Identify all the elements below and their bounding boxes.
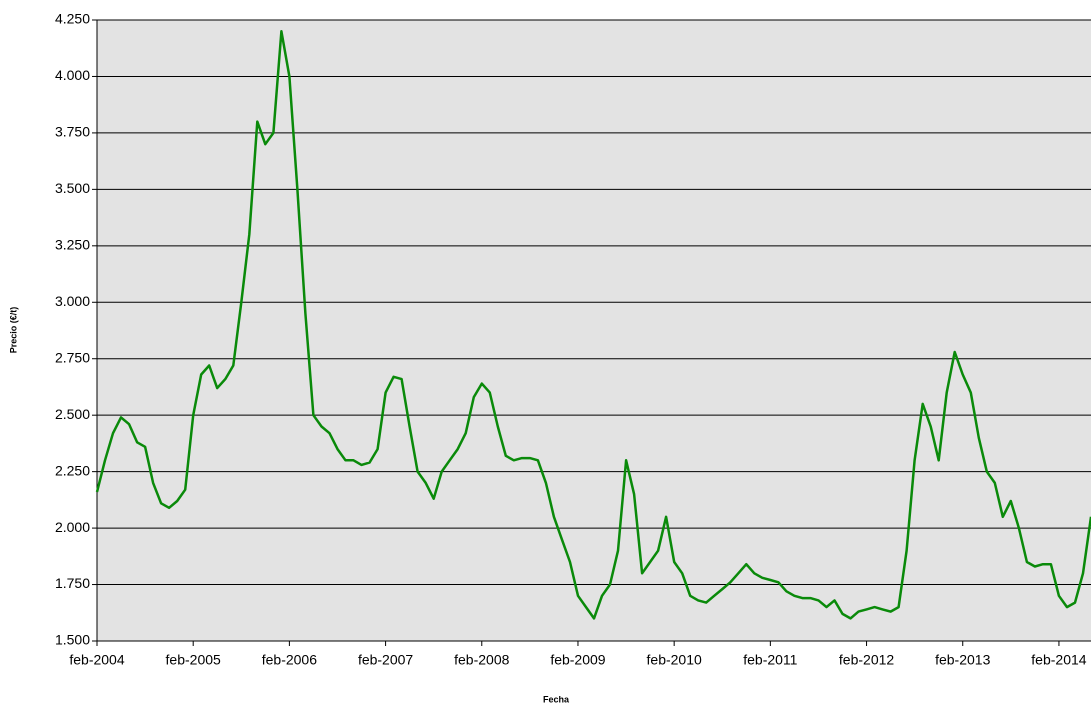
y-tick-label: 3.000 — [55, 293, 90, 309]
x-tick-label: feb-2005 — [166, 652, 221, 668]
x-tick-label: feb-2010 — [647, 652, 702, 668]
y-tick-label: 2.500 — [55, 406, 90, 422]
x-tick-label: feb-2009 — [550, 652, 605, 668]
x-tick-label: feb-2008 — [454, 652, 509, 668]
x-tick-label: feb-2011 — [743, 652, 797, 668]
x-tick-label: feb-2012 — [839, 652, 894, 668]
y-tick-label: 1.500 — [55, 632, 90, 648]
y-tick-label: 2.000 — [55, 519, 90, 535]
x-tick-label: feb-2004 — [69, 652, 124, 668]
x-tick-label: feb-2014 — [1031, 652, 1086, 668]
y-tick-label: 3.250 — [55, 237, 90, 253]
plot-area — [97, 20, 1091, 641]
price-line — [95, 30, 1091, 620]
x-tick-label: feb-2007 — [358, 652, 413, 668]
x-axis-label: Fecha — [543, 694, 570, 704]
y-tick-label: 4.000 — [55, 67, 90, 83]
y-tick-label: 3.750 — [55, 124, 90, 140]
y-tick-label: 4.250 — [55, 11, 90, 27]
x-tick-label: feb-2006 — [262, 652, 317, 668]
y-tick-label: 2.250 — [55, 462, 90, 478]
y-tick-label: 3.500 — [55, 180, 90, 196]
y-tick-label: 2.750 — [55, 349, 90, 365]
y-axis-label: Precio (€/t) — [8, 307, 18, 354]
x-tick-label: feb-2013 — [935, 652, 990, 668]
y-tick-label: 1.750 — [55, 575, 90, 591]
